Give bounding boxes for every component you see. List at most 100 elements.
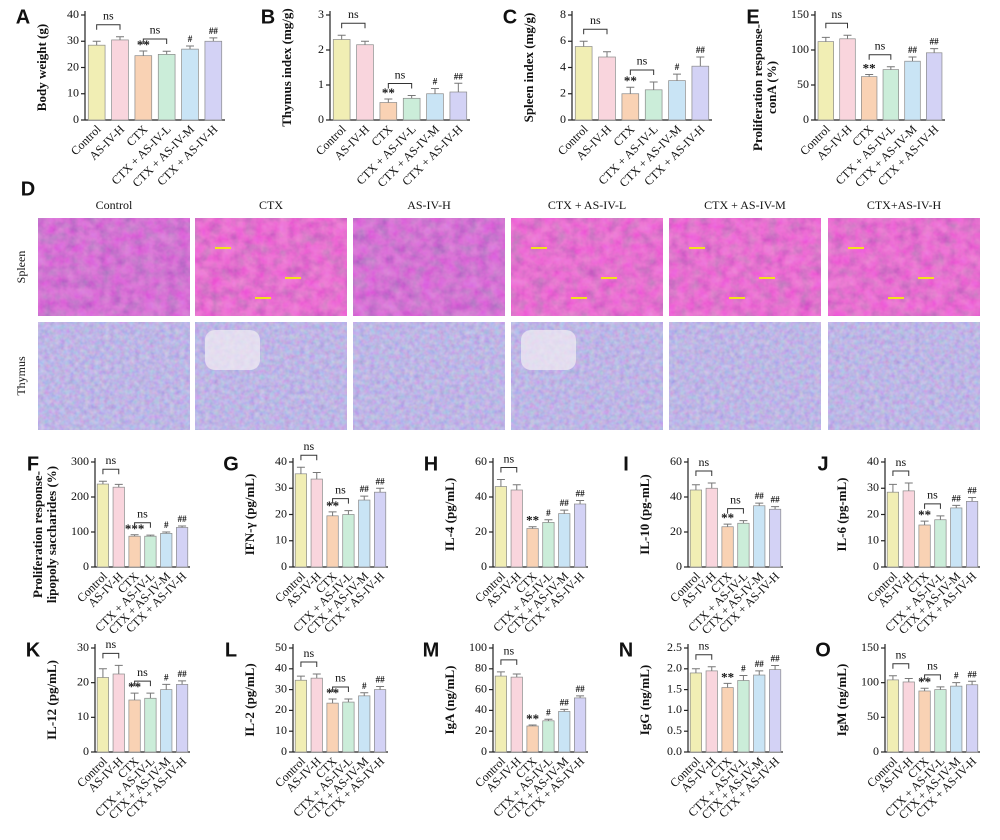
bar	[721, 526, 734, 568]
bar	[128, 699, 141, 753]
bar	[886, 679, 899, 753]
error-bar	[130, 534, 139, 537]
y-tick-label: 40	[275, 661, 287, 675]
error-bar	[771, 506, 780, 510]
significance-mark: **	[918, 507, 931, 522]
bar	[426, 93, 444, 121]
bar	[689, 489, 702, 568]
y-tick-label: 0	[481, 559, 487, 573]
significance-bracket	[629, 69, 655, 75]
error-bar	[930, 48, 939, 53]
y-axis-label: IgA (ng/mL)	[442, 666, 457, 735]
bar	[904, 60, 921, 121]
bar	[574, 46, 593, 121]
significance-mark: **	[326, 685, 339, 700]
error-bar	[843, 34, 852, 39]
bracket-label: ns	[137, 665, 148, 679]
bar	[542, 522, 555, 568]
bar	[134, 55, 153, 121]
significance-mark: ##	[968, 486, 978, 496]
y-tick-label: 60	[475, 681, 487, 695]
error-bar	[576, 695, 585, 698]
y-tick-label: 0	[873, 744, 879, 758]
bracket-label: ns	[503, 451, 514, 465]
y-tick-label: 2	[560, 86, 566, 100]
error-bar	[888, 483, 897, 493]
panel-label: I	[623, 453, 629, 475]
error-bar	[579, 40, 588, 47]
panel-label: D	[21, 178, 35, 200]
bar	[494, 486, 507, 568]
y-axis-label: Proliferation response-	[30, 471, 45, 598]
bar-chart: JIL-6 (pg-mL)010203040ControlAS-IV-H**CT…	[817, 453, 980, 637]
bar-chart: LIL-2 (pg/mL)01020304050ControlAS-IV-H**…	[225, 639, 388, 822]
error-bar	[968, 680, 977, 685]
tissue-gap	[205, 330, 260, 370]
y-tick-label: 0.0	[667, 744, 682, 758]
y-tick-label: 30	[77, 640, 89, 654]
y-tick-label: 20	[67, 59, 79, 73]
error-bar	[512, 484, 521, 490]
error-bar	[328, 698, 337, 704]
error-bar	[771, 664, 780, 670]
bracket-label: ns	[875, 39, 886, 53]
y-tick-label: 8	[560, 7, 566, 21]
y-tick-label: 0	[83, 559, 89, 573]
error-bar	[920, 687, 929, 691]
bar	[598, 56, 616, 121]
significance-bracket	[332, 498, 349, 504]
significance-mark: ##	[952, 493, 962, 503]
significance-mark: **	[918, 674, 931, 689]
error-bar	[707, 666, 716, 671]
y-tick-label: 10	[275, 533, 287, 547]
y-tick-label: 0	[676, 559, 682, 573]
y-tick-label: 0	[73, 112, 79, 126]
y-tick-label: 0	[481, 744, 487, 758]
bracket-label: ns	[395, 67, 406, 81]
bar	[839, 38, 856, 121]
bar	[144, 697, 157, 753]
bar	[621, 93, 640, 121]
y-axis-label: Thymus index (mg/g)	[279, 8, 294, 126]
bar	[181, 48, 199, 121]
y-tick-label: 0	[318, 112, 324, 126]
error-bar	[739, 520, 748, 524]
y-axis-label: IFN-γ (pg/mL)	[242, 474, 257, 556]
significance-mark: **	[624, 73, 637, 88]
bar	[542, 720, 555, 753]
significance-mark: **	[137, 37, 150, 52]
y-axis-label: Proliferation response-	[750, 24, 765, 151]
error-bar	[496, 671, 505, 677]
error-bar	[114, 664, 123, 674]
column-label: CTX	[259, 198, 283, 212]
significance-mark: ##	[376, 476, 386, 486]
error-bar	[576, 500, 585, 504]
significance-bracket	[727, 508, 744, 514]
error-bar	[626, 86, 635, 94]
significance-bracket	[134, 680, 151, 687]
y-tick-label: 0.5	[667, 723, 682, 737]
bar	[574, 503, 587, 568]
y-tick-label: 0	[83, 744, 89, 758]
error-bar	[454, 82, 463, 92]
bar	[112, 486, 125, 568]
bar	[769, 508, 782, 568]
y-tick-label: 20	[475, 723, 487, 737]
panel-label: G	[223, 453, 239, 475]
y-axis-label: IgM (ng/mL)	[834, 664, 849, 737]
bar	[882, 69, 899, 121]
y-tick-label: 30	[67, 33, 79, 47]
y-tick-label: 50	[867, 709, 879, 723]
y-tick-label: 0	[873, 559, 879, 573]
significance-mark: #	[188, 34, 193, 44]
significance-mark: #	[164, 520, 169, 530]
row-label: Thymus	[14, 356, 28, 396]
significance-mark: **	[526, 513, 539, 528]
panel-label: A	[16, 6, 30, 28]
significance-mark: ##	[576, 684, 586, 694]
bar	[966, 684, 979, 753]
bracket-label: ns	[303, 439, 314, 453]
y-axis-label: Spleen index (mg/g)	[521, 13, 536, 123]
y-tick-label: 0	[803, 112, 809, 126]
